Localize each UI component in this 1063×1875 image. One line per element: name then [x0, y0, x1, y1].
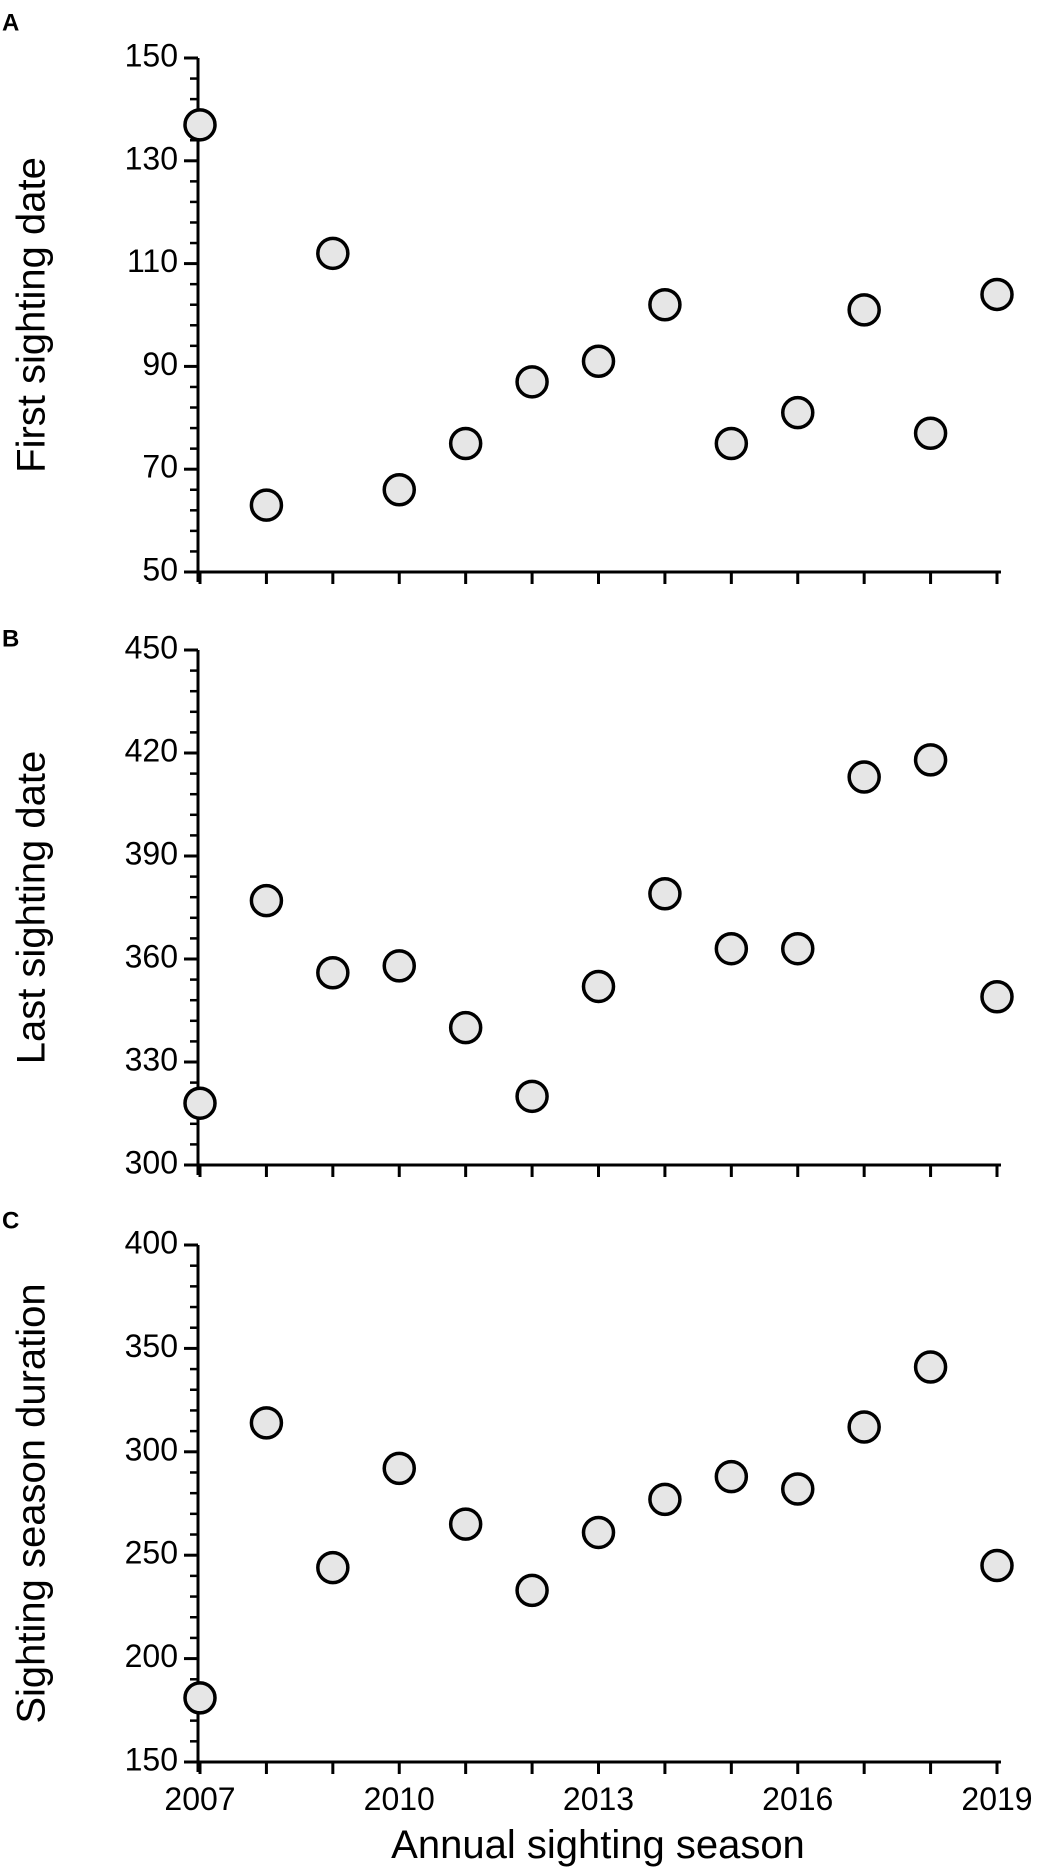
x-tick-label: 2016: [762, 1781, 833, 1817]
panel-letter: A: [2, 9, 19, 36]
x-tick-label: 2010: [364, 1781, 435, 1817]
y-tick-label: 350: [125, 1328, 178, 1364]
y-tick-label: 150: [125, 1741, 178, 1777]
data-point: [648, 1482, 682, 1517]
panel-b: B 300 330 360 390 420 450 Last sighting date: [2, 625, 1014, 1180]
data-point: [581, 969, 616, 1004]
panel-letter: C: [2, 1207, 19, 1234]
y-tick-label: 70: [142, 449, 178, 485]
data-point: [913, 1350, 948, 1384]
y-tick-label: 300: [125, 1431, 178, 1467]
data-point: [714, 1459, 749, 1494]
panel-a: A 50 70 90 110 130 150 First sighting date: [2, 9, 1014, 587]
data-point: [183, 1681, 217, 1715]
data-point: [448, 1507, 483, 1541]
data-point: [913, 416, 948, 450]
data-point: [316, 955, 350, 990]
y-tick-label: 250: [125, 1535, 178, 1571]
data-point: [382, 473, 416, 507]
y-axis-title: Sighting season duration: [10, 1283, 54, 1723]
y-tick-label: 360: [125, 938, 178, 974]
data-point: [581, 344, 616, 379]
data-point: [781, 1472, 815, 1506]
data-point: [515, 1079, 549, 1114]
data-point: [714, 426, 749, 461]
data-point: [648, 877, 682, 911]
data-point: [249, 1406, 284, 1440]
y-tick-label: 130: [125, 140, 178, 176]
y-tick-label: 90: [142, 346, 178, 382]
y-tick-label: 330: [125, 1041, 178, 1077]
panel-letter: B: [2, 625, 19, 652]
data-point: [183, 108, 217, 142]
data-point: [581, 1515, 616, 1550]
y-tick-label: 420: [125, 732, 178, 768]
y-axis-title: Last sighting date: [10, 751, 54, 1065]
y-axis-title: First sighting date: [10, 157, 54, 473]
y-tick-label: 390: [125, 835, 178, 871]
y-tick-label: 400: [125, 1224, 178, 1260]
x-tick-label: 2019: [961, 1781, 1032, 1817]
data-point: [249, 488, 284, 522]
data-point: [714, 931, 749, 966]
x-axis-title: Annual sighting season: [391, 1823, 805, 1867]
data-point: [847, 760, 881, 794]
data-point: [980, 277, 1014, 312]
x-tick-label: 2007: [164, 1781, 235, 1817]
data-point: [183, 1086, 217, 1120]
data-point: [781, 395, 815, 430]
data-point: [448, 426, 483, 461]
y-tick-label: 200: [125, 1638, 178, 1674]
data-point: [781, 931, 815, 966]
panel-c: C 150 200 250 300 350 400 2007 2010 2013 2016 2019 A…: [2, 1207, 1033, 1867]
y-tick-label: 300: [125, 1144, 178, 1180]
data-point: [648, 287, 682, 322]
data-point: [316, 236, 350, 271]
data-point: [316, 1550, 350, 1585]
x-tick-label: 2013: [563, 1781, 634, 1817]
data-point: [980, 1548, 1014, 1583]
data-point: [382, 1451, 416, 1486]
data-point: [847, 293, 881, 327]
data-point: [249, 883, 284, 918]
data-point: [980, 980, 1014, 1014]
y-tick-label: 150: [125, 37, 178, 73]
data-point: [847, 1410, 881, 1444]
y-tick-label: 450: [125, 629, 178, 665]
data-point: [448, 1010, 483, 1045]
data-point: [382, 949, 416, 983]
y-tick-label: 50: [142, 551, 178, 587]
data-point: [515, 365, 549, 399]
data-point: [913, 743, 948, 777]
data-point: [515, 1573, 549, 1608]
y-tick-label: 110: [127, 243, 178, 279]
